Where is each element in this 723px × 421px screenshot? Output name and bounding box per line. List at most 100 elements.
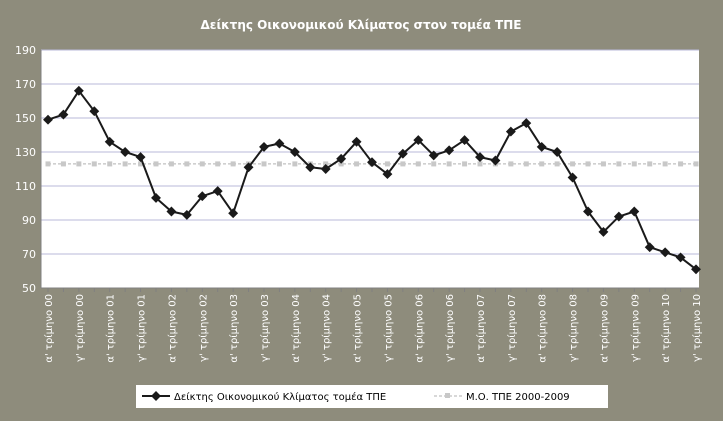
x-tick-label: γ' τρίμηνο 09 xyxy=(629,294,641,362)
y-tick-label: 130 xyxy=(15,146,36,159)
average-point xyxy=(477,161,483,167)
average-point xyxy=(184,161,190,167)
ict-climate-point xyxy=(552,147,563,157)
average-point xyxy=(647,161,653,167)
average-point xyxy=(292,161,298,167)
ict-climate-point xyxy=(644,242,655,253)
x-tick-label: γ' τρίμηνο 04 xyxy=(321,294,333,362)
ict-climate-point xyxy=(367,157,377,168)
average-point xyxy=(462,161,468,167)
average-point xyxy=(261,161,267,167)
x-tick-label: α' τρίμηνο 02 xyxy=(166,294,178,363)
average-point xyxy=(678,161,684,167)
average-point xyxy=(215,161,221,167)
ict-climate-point xyxy=(382,169,393,180)
x-tick-label: α' τρίμηνο 08 xyxy=(537,294,549,363)
ict-climate-point xyxy=(505,126,516,137)
ict-climate-point xyxy=(490,155,501,166)
x-tick-label: α' τρίμηνο 10 xyxy=(660,294,672,363)
ict-climate-point xyxy=(613,211,624,222)
average-point xyxy=(199,161,205,167)
x-tick-label: α' τρίμηνο 07 xyxy=(475,294,487,363)
x-tick-label: γ' τρίμηνο 07 xyxy=(506,294,518,362)
ict-climate-point xyxy=(660,247,671,258)
ict-climate-point xyxy=(89,106,100,117)
average-point xyxy=(400,161,406,167)
ict-climate-point xyxy=(320,164,331,174)
x-tick-label: α' τρίμηνο 03 xyxy=(228,294,240,363)
ict-climate-point xyxy=(120,147,131,157)
x-tick-label: γ' τρίμηνο 06 xyxy=(444,294,456,362)
x-tick-label: α' τρίμηνο 00 xyxy=(43,294,55,363)
average-point xyxy=(153,161,159,167)
ict-climate-point xyxy=(289,147,300,157)
average-point xyxy=(508,161,514,167)
ict-climate-point xyxy=(305,162,316,173)
average-point xyxy=(616,161,622,167)
average-point xyxy=(45,161,51,167)
ict-climate-point xyxy=(567,172,578,183)
ict-climate-point xyxy=(212,186,223,197)
y-tick-label: 190 xyxy=(15,44,36,57)
legend-swatch-main-marker xyxy=(151,391,161,401)
ict-climate-point xyxy=(104,136,115,147)
ict-climate-point xyxy=(521,118,532,129)
y-axis: 50 70 90 110 130 150 170 190 xyxy=(15,44,42,295)
x-tick-label: γ' τρίμηνο 08 xyxy=(568,294,580,362)
ict-climate-point xyxy=(181,209,192,220)
legend-label-main: Δείκτης Οικονομικού Κλίματος τομέα ΤΠΕ xyxy=(174,391,386,403)
average-point xyxy=(523,161,529,167)
plot-area xyxy=(41,50,699,288)
average-point xyxy=(323,161,329,167)
x-tick-label: γ' τρίμηνο 05 xyxy=(382,294,394,362)
ict-climate-point xyxy=(475,152,485,163)
legend-swatch-average-marker xyxy=(445,393,450,398)
average-point xyxy=(662,161,668,167)
ict-climate-point xyxy=(536,141,547,152)
y-tick-label: 50 xyxy=(22,282,36,295)
ict-climate-point xyxy=(166,206,177,217)
x-tick-label: γ' τρίμηνο 10 xyxy=(691,294,703,362)
ict-climate-point xyxy=(459,135,470,146)
x-tick-label: α' τρίμηνο 09 xyxy=(598,294,610,363)
x-tick-label: γ' τρίμηνο 02 xyxy=(197,294,209,362)
average-point xyxy=(446,161,452,167)
average-point xyxy=(91,161,97,167)
average-point xyxy=(138,161,144,167)
average-point xyxy=(384,161,390,167)
average-point xyxy=(60,161,66,167)
ict-climate-point xyxy=(598,226,609,237)
ict-climate-point xyxy=(228,208,239,219)
y-tick-label: 90 xyxy=(22,214,36,227)
ict-climate-point xyxy=(583,206,593,217)
average-point xyxy=(354,161,360,167)
average-point xyxy=(631,161,637,167)
y-tick-label: 110 xyxy=(15,180,36,193)
ict-climate-point xyxy=(444,145,455,156)
average-point xyxy=(107,161,113,167)
y-tick-label: 150 xyxy=(15,112,36,125)
series-ict-climate-index xyxy=(43,85,701,275)
ict-climate-point xyxy=(351,136,362,147)
ict-climate-point xyxy=(243,162,254,173)
ict-climate-point xyxy=(43,114,53,125)
x-tick-label: γ' τρίμηνο 00 xyxy=(74,294,86,362)
average-point xyxy=(415,161,421,167)
average-point xyxy=(276,161,282,167)
x-tick-label: α' τρίμηνο 05 xyxy=(352,294,364,363)
y-tick-label: 170 xyxy=(15,78,36,91)
average-point xyxy=(431,161,437,167)
ict-climate-point xyxy=(397,148,408,159)
y-tick-label: 70 xyxy=(22,248,36,261)
ict-climate-point xyxy=(151,192,161,203)
average-point xyxy=(693,161,699,167)
ict-climate-point xyxy=(413,135,424,146)
ict-climate-point xyxy=(259,141,269,152)
ict-climate-point xyxy=(73,85,84,96)
ict-climate-point xyxy=(274,138,285,149)
ict-climate-point xyxy=(336,153,347,164)
ict-climate-point xyxy=(675,252,686,263)
chart-title: Δείκτης Οικονομικού Κλίματος στον τομέα … xyxy=(201,18,522,32)
